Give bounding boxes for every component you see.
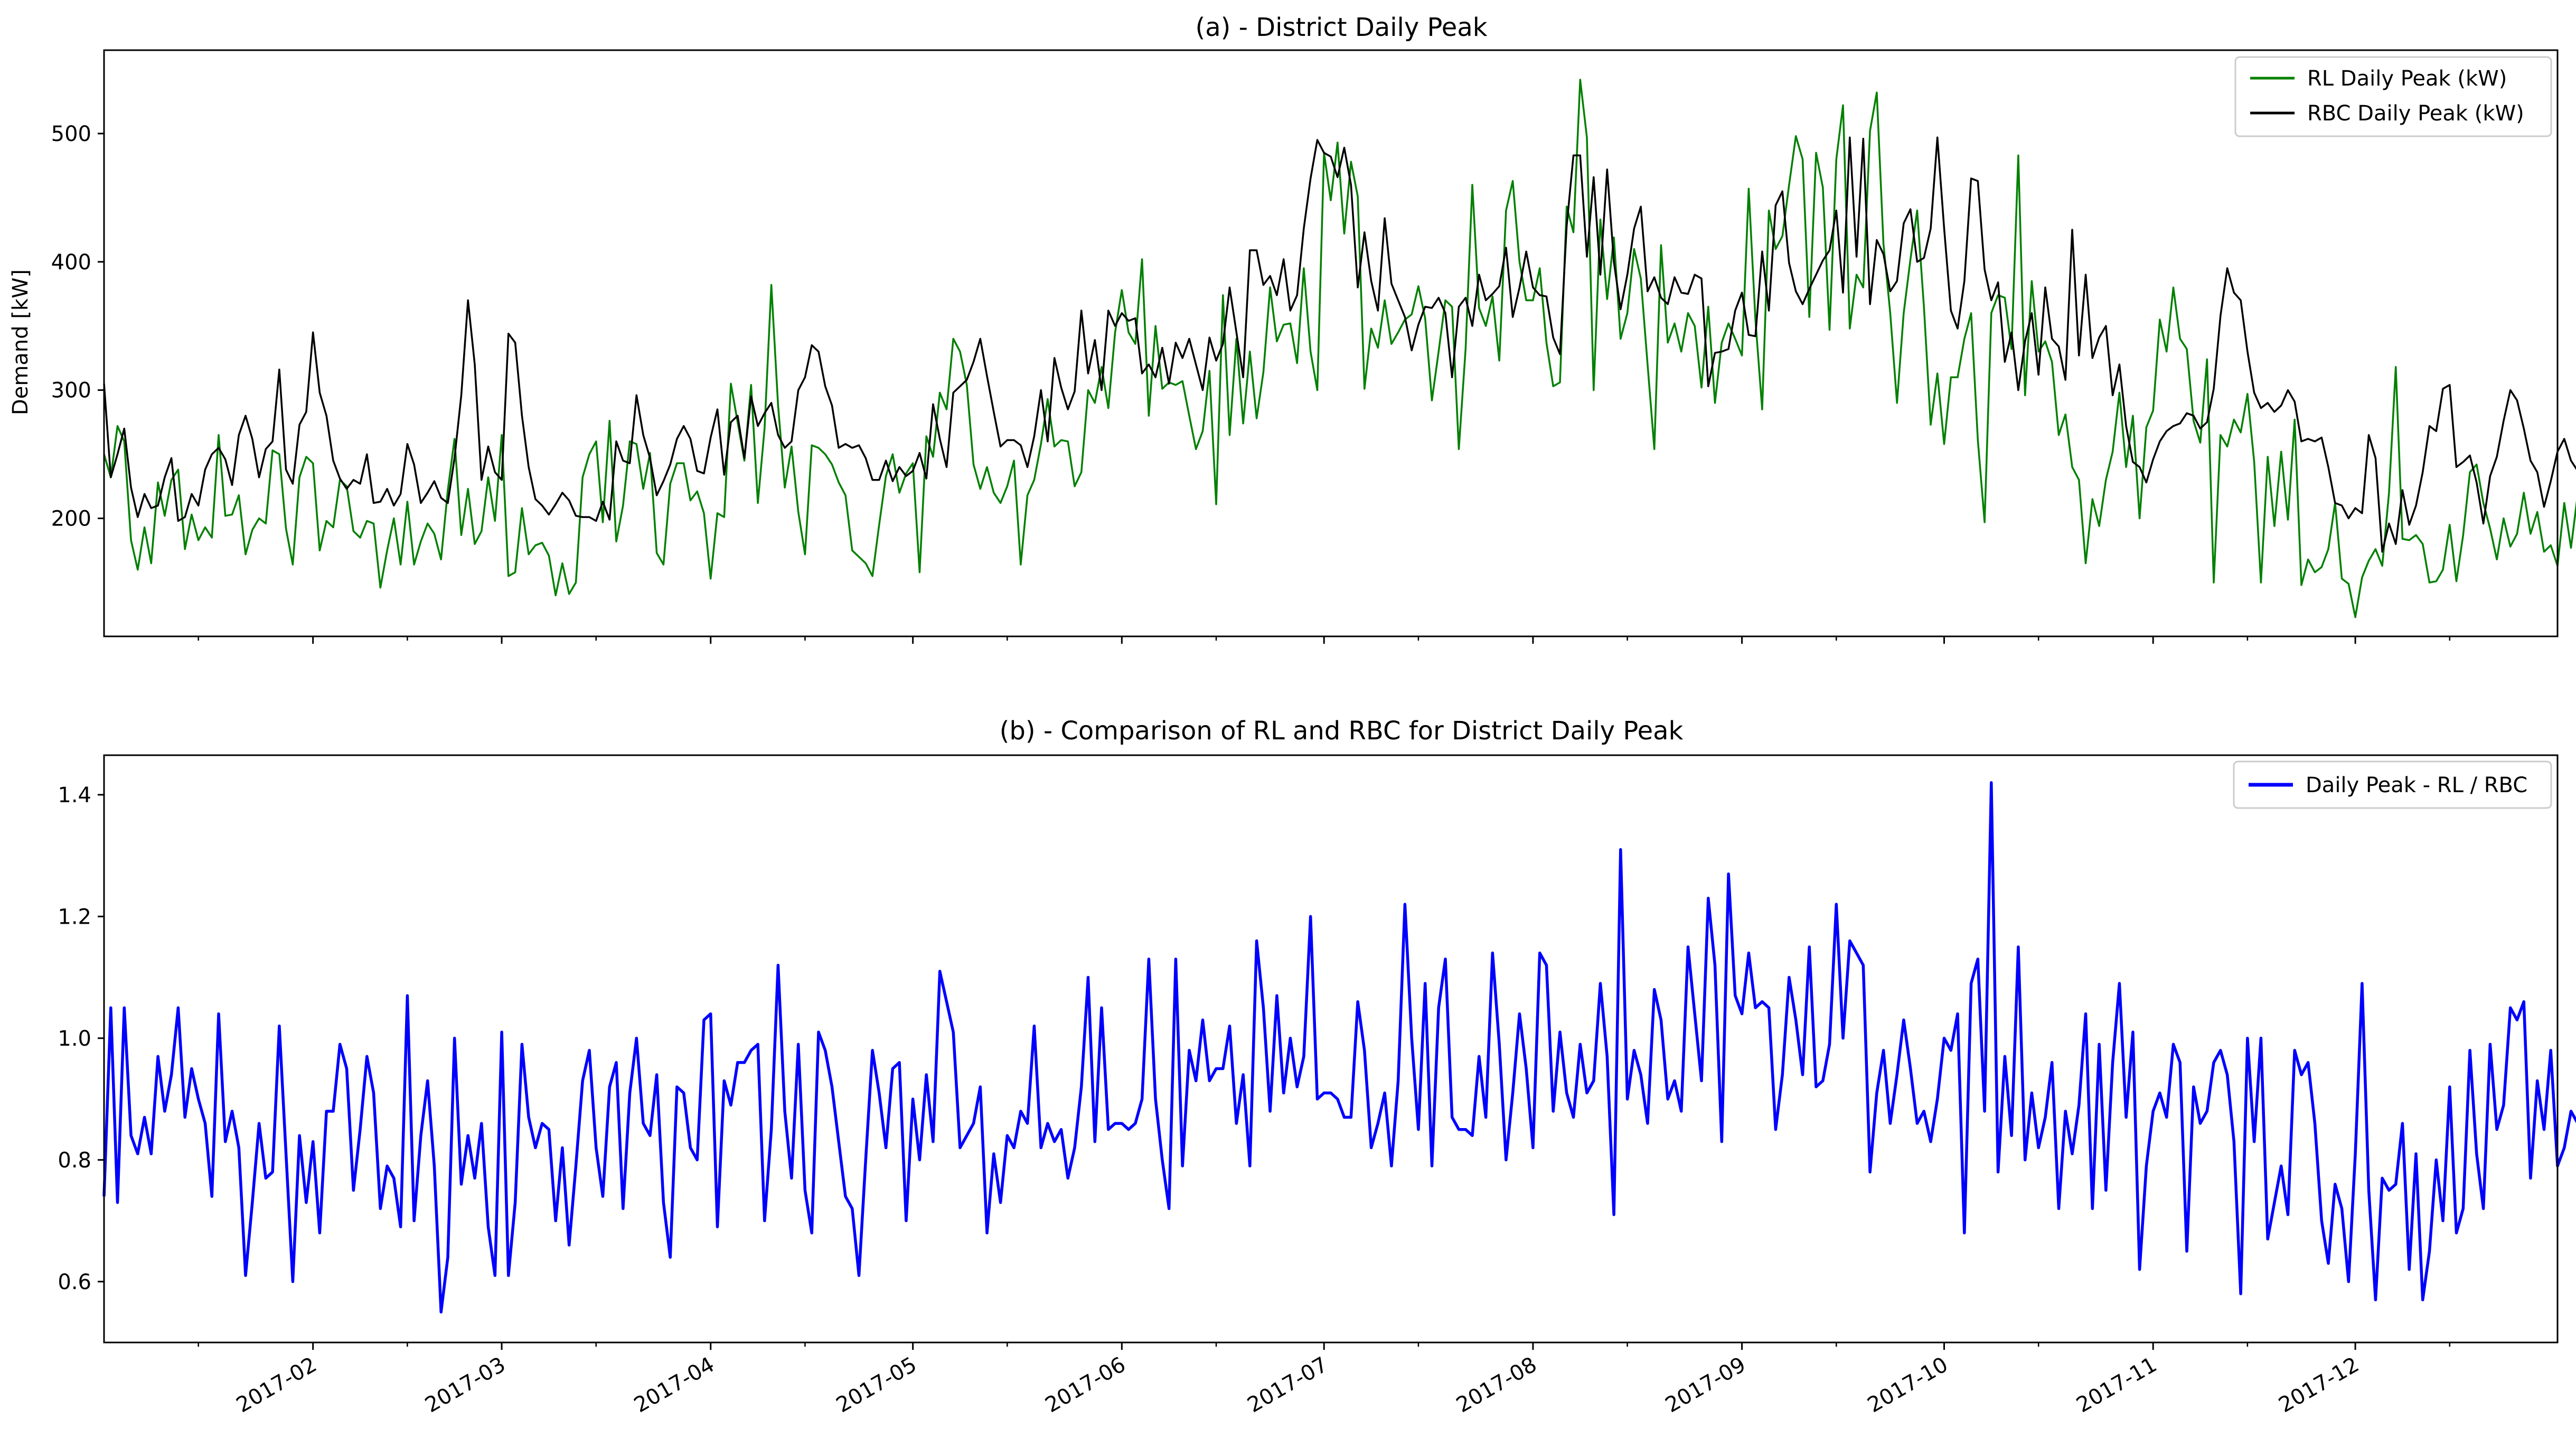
- panel-b-title: (b) - Comparison of RL and RBC for Distr…: [1000, 716, 1684, 746]
- panel-b-x-tick-label: 2017-10: [1864, 1353, 1952, 1417]
- panel-b-legend-box: [2233, 760, 2552, 809]
- panel-b-x-tick-label: 2017-03: [421, 1353, 510, 1417]
- panel-a-title: (a) - District Daily Peak: [1195, 13, 1487, 42]
- panel-a-y-tick-label: 500: [51, 122, 91, 146]
- panel-a-x-ticks: [198, 636, 2451, 644]
- panel-b-x-tick-label: 2017-04: [630, 1353, 719, 1417]
- panel-b-x-tick-label: 2017-02: [232, 1353, 321, 1417]
- panel-b-x-tick-label: 2017-05: [832, 1353, 921, 1417]
- panel-b-y-tick-label: 0.6: [58, 1270, 91, 1294]
- panel-a-legend: RL Daily Peak (kW) RBC Daily Peak (kW): [2234, 56, 2552, 137]
- panel-b-x-ticks: 2017-02 2017-03 2017-04 2017-05 2017-06 2017-…: [198, 1342, 2451, 1417]
- panel-b-x-tick-label: 2017-11: [2072, 1353, 2161, 1417]
- panel-b-x-tick-label: 2017-09: [1661, 1353, 1750, 1417]
- panel-a-axes-frame: [103, 49, 2559, 637]
- panel-a-y-tick-label: 400: [51, 250, 91, 275]
- panel-b-series-daily-peak-rl-rbc: [102, 781, 2576, 1314]
- panel-b-y-ticks: 0.6 0.8 1.0 1.2 1.4: [58, 783, 104, 1294]
- panel-a-series-rl-daily-peak-kw: [103, 79, 2576, 618]
- panel-a-y-ticks: 200 300 400 500: [51, 122, 104, 531]
- panel-b-x-tick-label: 2017-07: [1243, 1353, 1332, 1417]
- panel-a: (a) - District Daily Peak Demand [kW] 20…: [8, 13, 2576, 644]
- panel-b-plot-area: [104, 755, 2558, 1342]
- panel-b-y-tick-label: 1.2: [58, 905, 91, 929]
- panel-a-series-lines: [103, 79, 2576, 618]
- panel-a-legend-box: [2234, 56, 2552, 137]
- legend-label-rl: RL Daily Peak (kW): [2307, 67, 2507, 91]
- panel-b-y-tick-label: 0.8: [58, 1148, 91, 1172]
- panel-b-y-tick-label: 1.4: [58, 783, 91, 807]
- panel-a-y-axis-label: Demand [kW]: [8, 269, 33, 415]
- legend-label-ratio: Daily Peak - RL / RBC: [2306, 773, 2527, 797]
- panel-a-plot-area: [104, 50, 2558, 636]
- panel-a-series-rbc-daily-peak-kw: [103, 136, 2576, 553]
- panel-b-axes-frame: [103, 754, 2559, 1344]
- panel-b-y-tick-label: 1.0: [58, 1027, 91, 1051]
- panel-a-y-tick-label: 300: [51, 379, 91, 403]
- panel-a-y-tick-label: 200: [51, 507, 91, 531]
- panel-b-x-tick-label: 2017-12: [2274, 1353, 2363, 1417]
- panel-b-x-tick-label: 2017-08: [1452, 1353, 1541, 1417]
- panel-b-legend: Daily Peak - RL / RBC: [2233, 760, 2552, 809]
- legend-label-rbc: RBC Daily Peak (kW): [2307, 101, 2524, 126]
- panel-b-series-lines: [102, 781, 2576, 1314]
- panel-b: (b) - Comparison of RL and RBC for Distr…: [58, 716, 2576, 1417]
- panel-b-x-tick-label: 2017-06: [1041, 1353, 1130, 1417]
